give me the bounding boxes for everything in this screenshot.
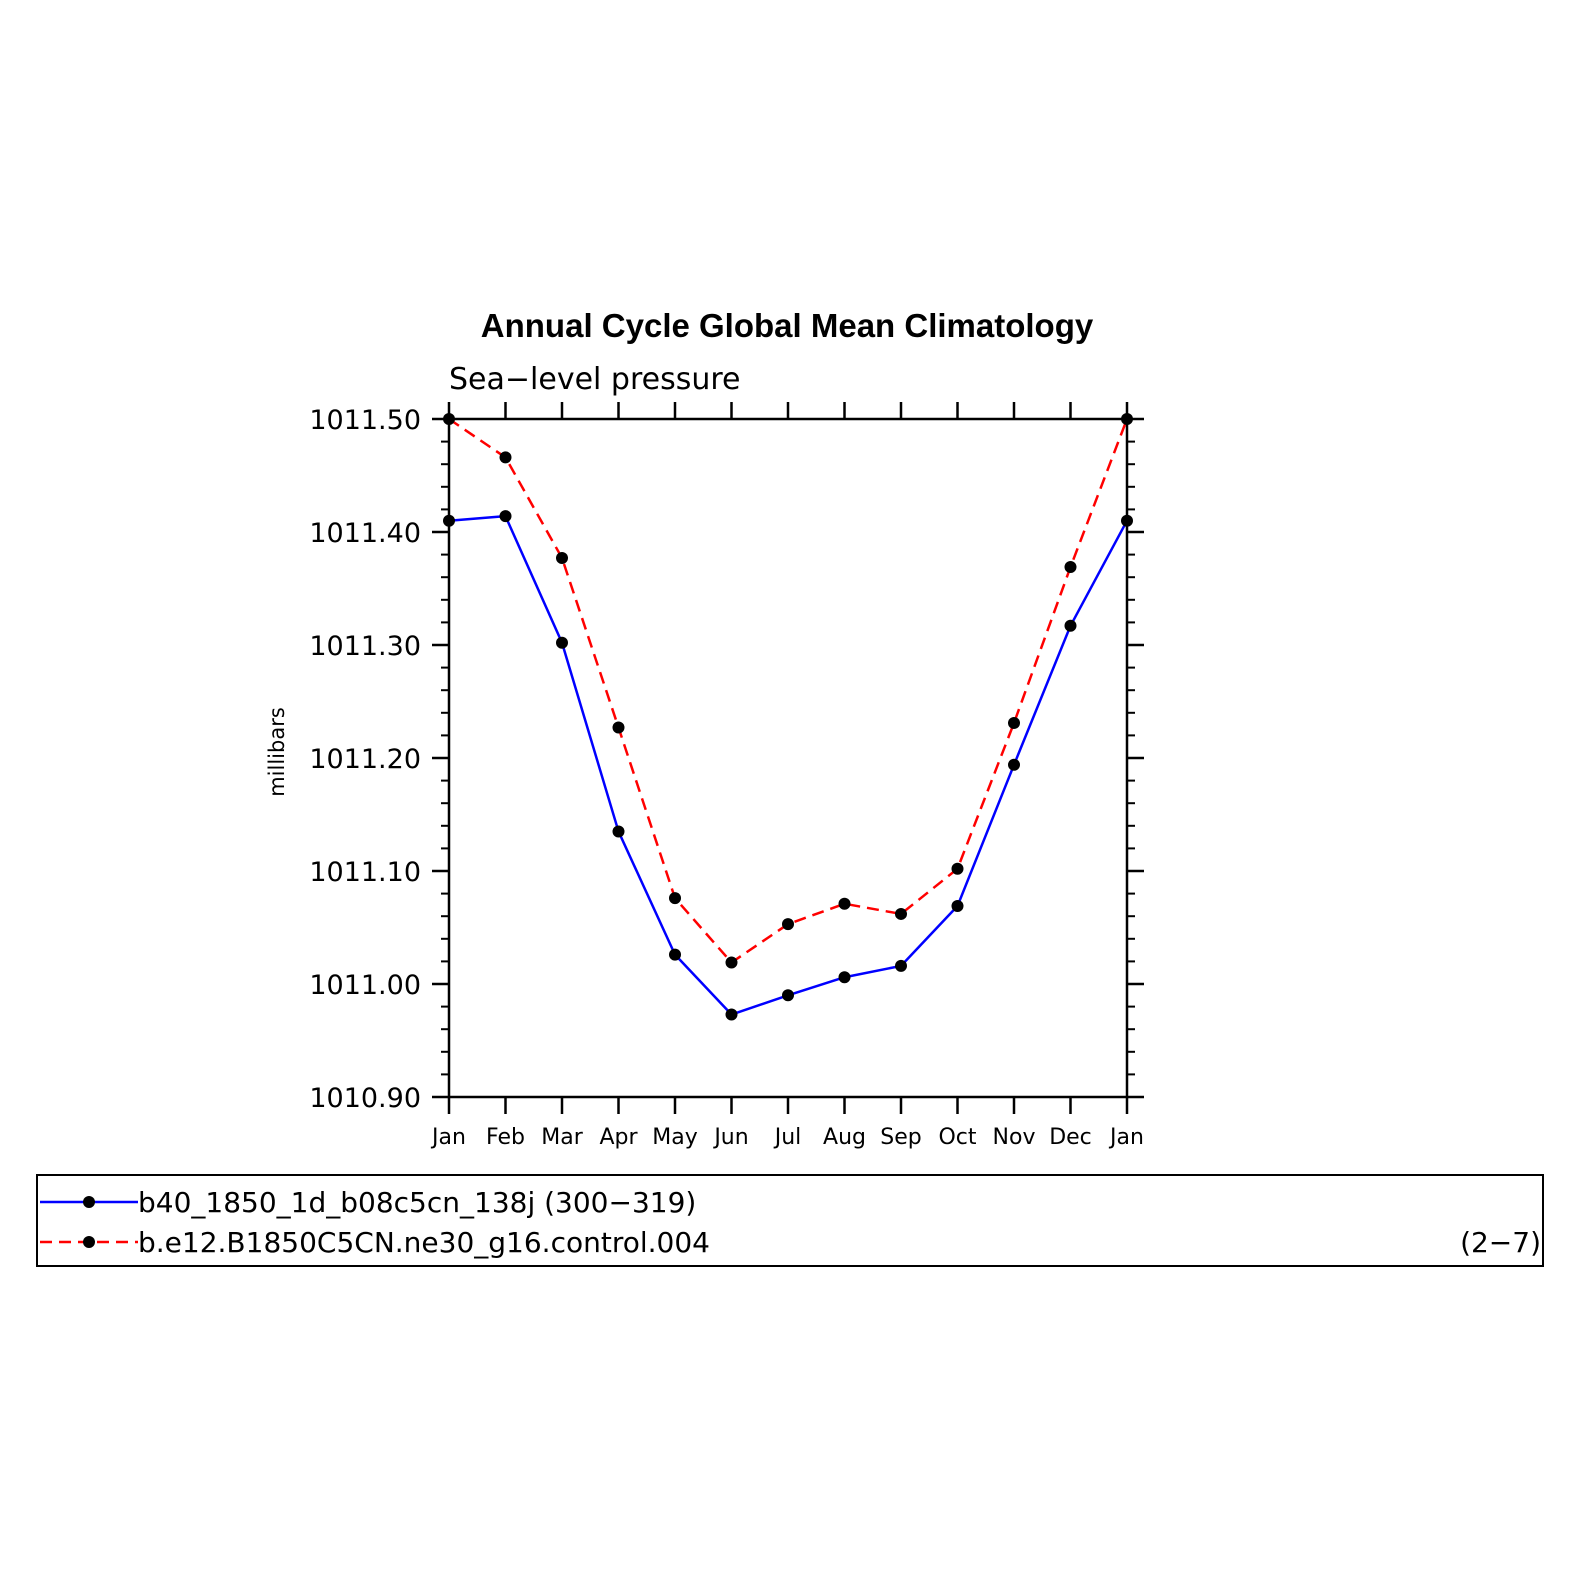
x-tick-label: Aug [823, 1125, 866, 1150]
legend: b40_1850_1d_b08c5cn_138j (300−319) b.e12.… [36, 1174, 1544, 1267]
data-point-s2-6 [725, 956, 738, 969]
data-point-s1-5 [669, 948, 681, 961]
y-tick-label: 1010.90 [309, 1083, 421, 1114]
x-tick-label: Nov [993, 1125, 1036, 1150]
data-point-s1-12 [1064, 619, 1077, 632]
data-point-s2-2 [499, 451, 512, 464]
data-point-s2-12 [1064, 561, 1077, 574]
data-point-s2-3 [556, 551, 568, 564]
data-point-s1-4 [612, 825, 625, 838]
chart-title: Annual Cycle Global Mean Climatology [481, 307, 1094, 344]
legend-label-2: b.e12.B1850C5CN.ne30_g16.control.004 [138, 1226, 710, 1259]
legend-marker-2 [83, 1236, 95, 1248]
data-point-s1-8 [838, 971, 851, 984]
x-tick-label: May [652, 1125, 697, 1150]
data-point-s1-6 [725, 1008, 738, 1021]
data-point-s2-5 [669, 892, 681, 905]
data-point-s2-4 [612, 721, 625, 734]
data-point-s2-10 [951, 862, 964, 875]
series-line-2 [448, 417, 1129, 964]
data-point-s1-3 [556, 636, 568, 649]
x-tick-label: Oct [938, 1125, 976, 1150]
data-point-s1-1 [443, 514, 455, 527]
chart-subtitle: Sea−level pressure [449, 362, 740, 397]
data-point-s1-13 [1121, 514, 1133, 527]
x-tick-label: Jun [712, 1125, 748, 1150]
y-tick-label: 1011.10 [309, 857, 421, 888]
data-point-s2-8 [838, 897, 851, 910]
data-point-s2-9 [895, 907, 907, 920]
legend-box [36, 1174, 1544, 1267]
y-tick-label: 1011.20 [309, 744, 421, 775]
data-point-s1-7 [782, 989, 794, 1002]
plot-area: 1010.90 1011.00 1011.10 1011.20 1011.30 1011.… [309, 402, 1144, 1150]
x-tick-label: Mar [541, 1125, 583, 1150]
data-point-s1-11 [1008, 758, 1020, 771]
data-point-s2-11 [1008, 716, 1020, 729]
x-tick-label: Jan [430, 1125, 466, 1150]
y-tick-label: 1011.50 [309, 405, 421, 436]
x-tick-label: Feb [486, 1125, 525, 1150]
legend-note: (2−7) [1460, 1226, 1541, 1259]
x-tick-label: Jul [773, 1125, 802, 1150]
legend-label-1: b40_1850_1d_b08c5cn_138j (300−319) [138, 1186, 696, 1219]
series-line-1 [448, 514, 1129, 1016]
x-tick-label: Jan [1108, 1125, 1144, 1150]
series-layer [443, 413, 1133, 1021]
y-axis-label: millibars [265, 707, 289, 797]
y-tick-label: 1011.00 [309, 970, 421, 1001]
data-point-s1-10 [951, 900, 964, 913]
y-tick-label: 1011.30 [309, 631, 421, 662]
data-point-s1-2 [499, 510, 512, 523]
x-tick-label: Dec [1049, 1125, 1092, 1150]
data-point-s2-7 [782, 918, 794, 931]
data-point-s2-13 [1121, 413, 1133, 425]
y-tick-label: 1011.40 [309, 518, 421, 549]
x-tick-label: Sep [880, 1125, 921, 1150]
data-point-s2-1 [443, 413, 455, 425]
legend-marker-1 [83, 1196, 95, 1208]
data-point-s1-9 [895, 959, 907, 972]
x-tick-label: Apr [599, 1125, 638, 1150]
